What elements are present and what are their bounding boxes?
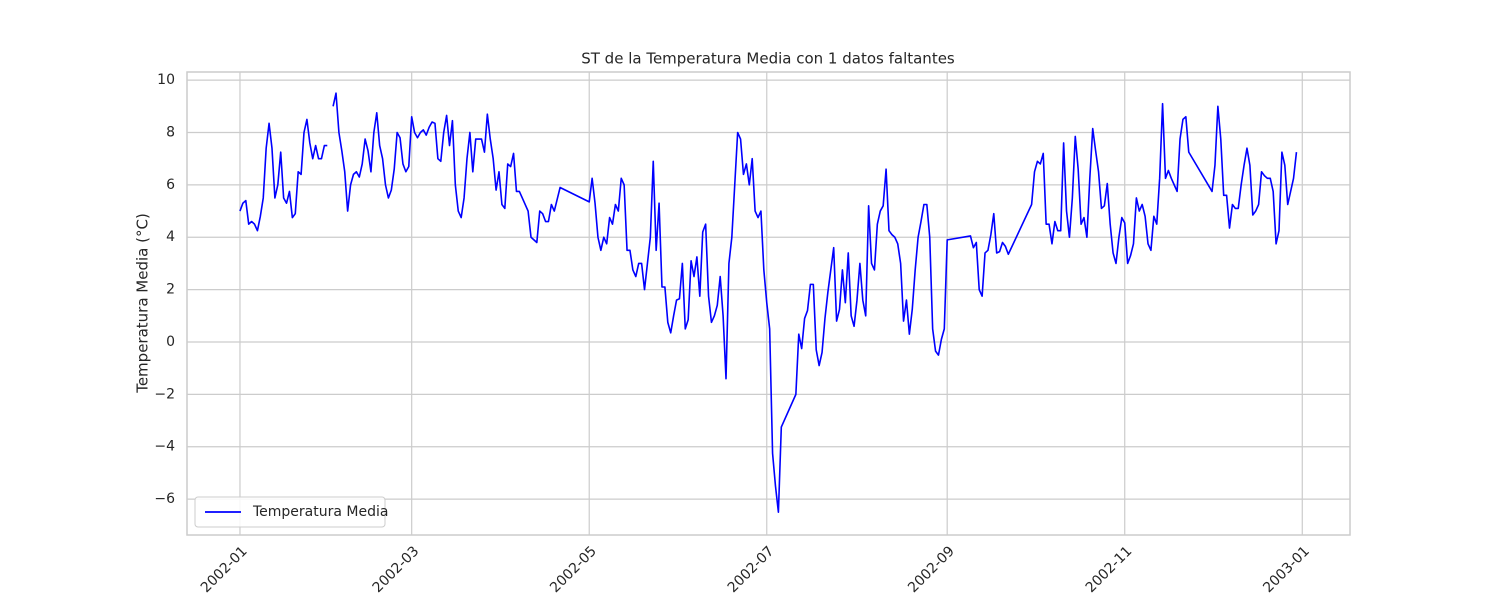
y-axis-label: Temperatura Media (°C)	[134, 213, 152, 394]
y-tick-label: 0	[166, 334, 175, 350]
y-tick-label: 2	[166, 282, 175, 298]
legend-label: Temperatura Media	[252, 504, 388, 520]
y-tick-label: 8	[166, 124, 175, 140]
legend-box	[194, 496, 386, 528]
y-tick-label: 10	[157, 72, 175, 88]
chart-title: ST de la Temperatura Media con 1 datos f…	[581, 50, 955, 68]
y-tick-label: −4	[154, 439, 175, 455]
y-tick-label: 6	[166, 177, 175, 193]
y-tick-label: −6	[154, 491, 175, 507]
y-tick-label: −2	[154, 386, 175, 402]
y-tick-label: 4	[166, 229, 175, 245]
plot-frame	[186, 71, 1351, 536]
data-line	[239, 92, 1298, 514]
